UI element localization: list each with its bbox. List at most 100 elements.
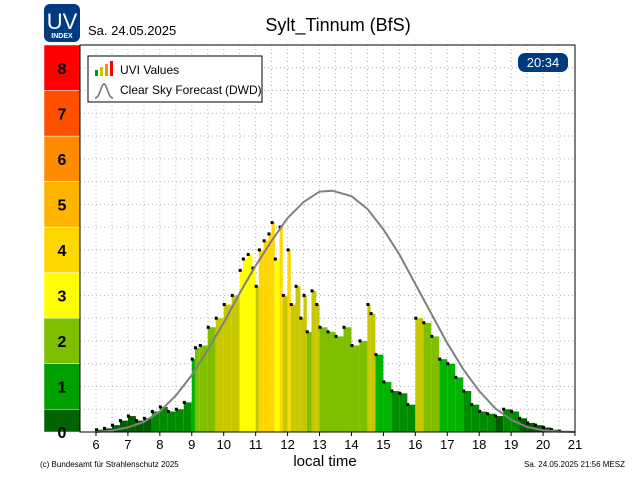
uvi-bar — [252, 268, 256, 432]
uvi-bar — [367, 304, 371, 432]
uvi-bar — [370, 313, 376, 432]
uvi-bar — [335, 336, 344, 432]
uvi-bar — [295, 286, 301, 432]
uvi-point — [518, 416, 522, 420]
uvi-point — [534, 423, 538, 427]
footer-copyright: (c) Bundesamt für Strahlenschutz 2025 — [40, 460, 179, 469]
uvi-point — [470, 403, 474, 407]
uvi-bar — [407, 404, 416, 432]
uvi-point — [382, 380, 386, 384]
uvi-bar — [191, 359, 195, 432]
legend-clear-sky-label: Clear Sky Forecast — [120, 83, 223, 97]
uvi-point — [302, 293, 306, 297]
legend: UVI Values Clear Sky Forecast (DWD) — [87, 55, 263, 103]
uvi-bar — [215, 318, 224, 432]
uvi-point — [390, 389, 394, 393]
x-tick-label: 12 — [280, 437, 294, 452]
x-tick-label: 8 — [156, 437, 163, 452]
uvi-bar — [311, 290, 317, 432]
uvi-point — [414, 316, 418, 320]
uvi-point — [286, 248, 290, 252]
x-tick-label: 16 — [408, 437, 422, 452]
uvi-point — [142, 416, 146, 420]
uvi-bar — [447, 363, 456, 432]
uvi-bar — [300, 318, 304, 432]
x-tick-label: 6 — [92, 437, 99, 452]
uvi-bar — [343, 327, 352, 432]
uvi-point — [406, 403, 410, 407]
uvi-scale-band — [43, 90, 81, 137]
uvi-point — [246, 252, 250, 256]
uvi-bar — [439, 359, 448, 432]
uvi-bar — [271, 222, 275, 432]
uvi-bar — [279, 227, 283, 432]
uv-logo-subtext: INDEX — [51, 33, 73, 40]
uvi-point — [206, 325, 210, 329]
uvi-point — [222, 303, 226, 307]
uv-logo-badge — [44, 4, 80, 42]
uvi-bar — [303, 295, 307, 432]
uvi-color-scale: 0 1 2 3 4 5 6 7 8 — [43, 44, 81, 442]
uvi-bar — [375, 354, 384, 432]
uvi-bar — [167, 411, 176, 432]
uvi-scale-label: 7 — [58, 106, 67, 123]
uvi-values-icon — [95, 61, 113, 76]
uvi-bar — [431, 336, 440, 432]
uvi-point — [326, 330, 330, 334]
x-tick-label: 19 — [504, 437, 518, 452]
uvi-point — [478, 410, 482, 414]
uvi-point — [110, 423, 114, 427]
uvi-point — [462, 389, 466, 393]
uvi-scale-label: 1 — [58, 379, 67, 396]
uvi-scale-band — [43, 363, 81, 410]
uvi-bar — [455, 377, 464, 432]
chart-title: Sylt_Tinnum (BfS) — [265, 15, 410, 36]
uvi-point — [193, 346, 197, 350]
uvi-bar — [391, 391, 400, 432]
uvi-bar — [268, 233, 272, 432]
uvi-bar — [263, 240, 269, 432]
uvi-point — [94, 428, 98, 432]
uvi-point — [438, 357, 442, 361]
uvi-point — [366, 303, 370, 307]
uvi-bar — [247, 254, 253, 432]
uvi-point — [174, 407, 178, 411]
uvi-point — [118, 419, 122, 423]
uvi-bar — [119, 420, 128, 432]
uvi-bar — [258, 249, 264, 432]
time-badge: 20:34 — [518, 53, 568, 72]
uvi-point — [281, 293, 285, 297]
uvi-scale-label: 4 — [58, 243, 67, 260]
uvi-point — [422, 321, 426, 325]
uvi-bar — [316, 304, 320, 432]
time-badge-bg — [518, 53, 568, 72]
uvi-point — [342, 325, 346, 329]
uvi-scale-label: 3 — [58, 288, 67, 305]
uvi-point — [350, 343, 354, 347]
x-tick-label: 17 — [440, 437, 454, 452]
uvi-scale-label: 2 — [58, 334, 67, 351]
uvi-bar — [194, 347, 200, 432]
uvi-point — [289, 303, 293, 307]
uvi-bar — [383, 381, 392, 432]
uvi-bar — [351, 345, 360, 432]
uvi-point — [398, 391, 402, 395]
uvi-bar — [282, 295, 288, 432]
uvi-point — [251, 266, 255, 270]
uvi-point — [241, 257, 245, 261]
x-tick-label: 15 — [376, 437, 390, 452]
uvi-bar — [175, 409, 184, 432]
uvi-point — [102, 426, 106, 430]
uvi-bar — [327, 331, 336, 432]
uvi-scale-band — [43, 272, 81, 319]
uvi-point — [550, 428, 554, 432]
uvi-bar — [135, 420, 144, 432]
uvi-bar — [399, 393, 408, 432]
uvi-bar — [223, 304, 232, 432]
uvi-scale-label: 0 — [58, 425, 67, 442]
uvi-point — [334, 334, 338, 338]
uvi-bar — [503, 409, 512, 432]
uvi-point — [305, 330, 309, 334]
uvi-point — [267, 232, 271, 236]
uvi-point — [294, 284, 298, 288]
